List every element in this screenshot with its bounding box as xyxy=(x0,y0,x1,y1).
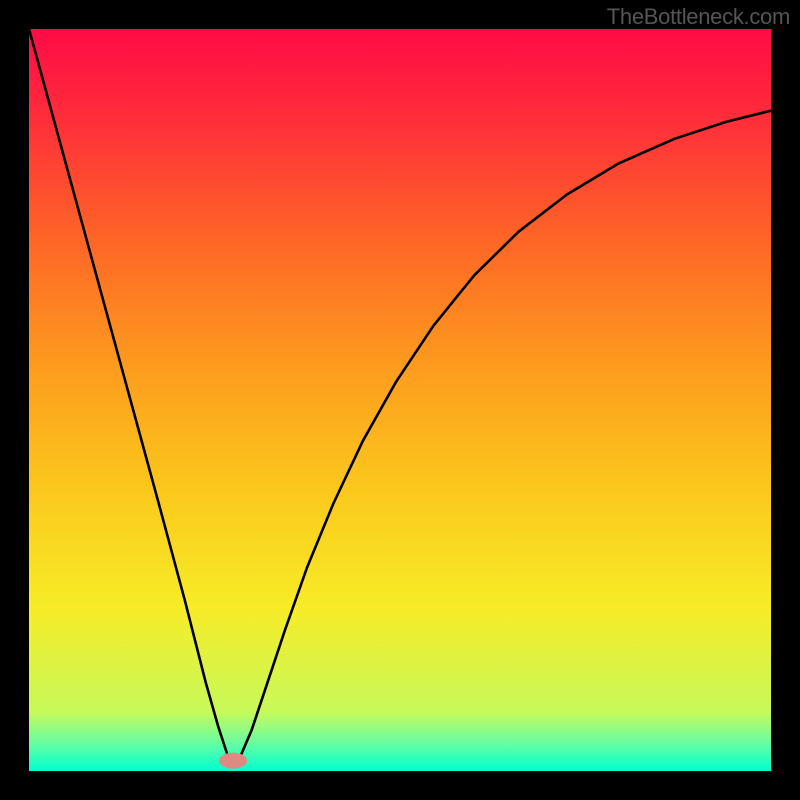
plot-area xyxy=(29,29,771,771)
chart-container: TheBottleneck.com xyxy=(0,0,800,800)
bottleneck-curve xyxy=(29,29,771,771)
watermark-text: TheBottleneck.com xyxy=(607,4,790,30)
minimum-marker xyxy=(29,29,771,771)
